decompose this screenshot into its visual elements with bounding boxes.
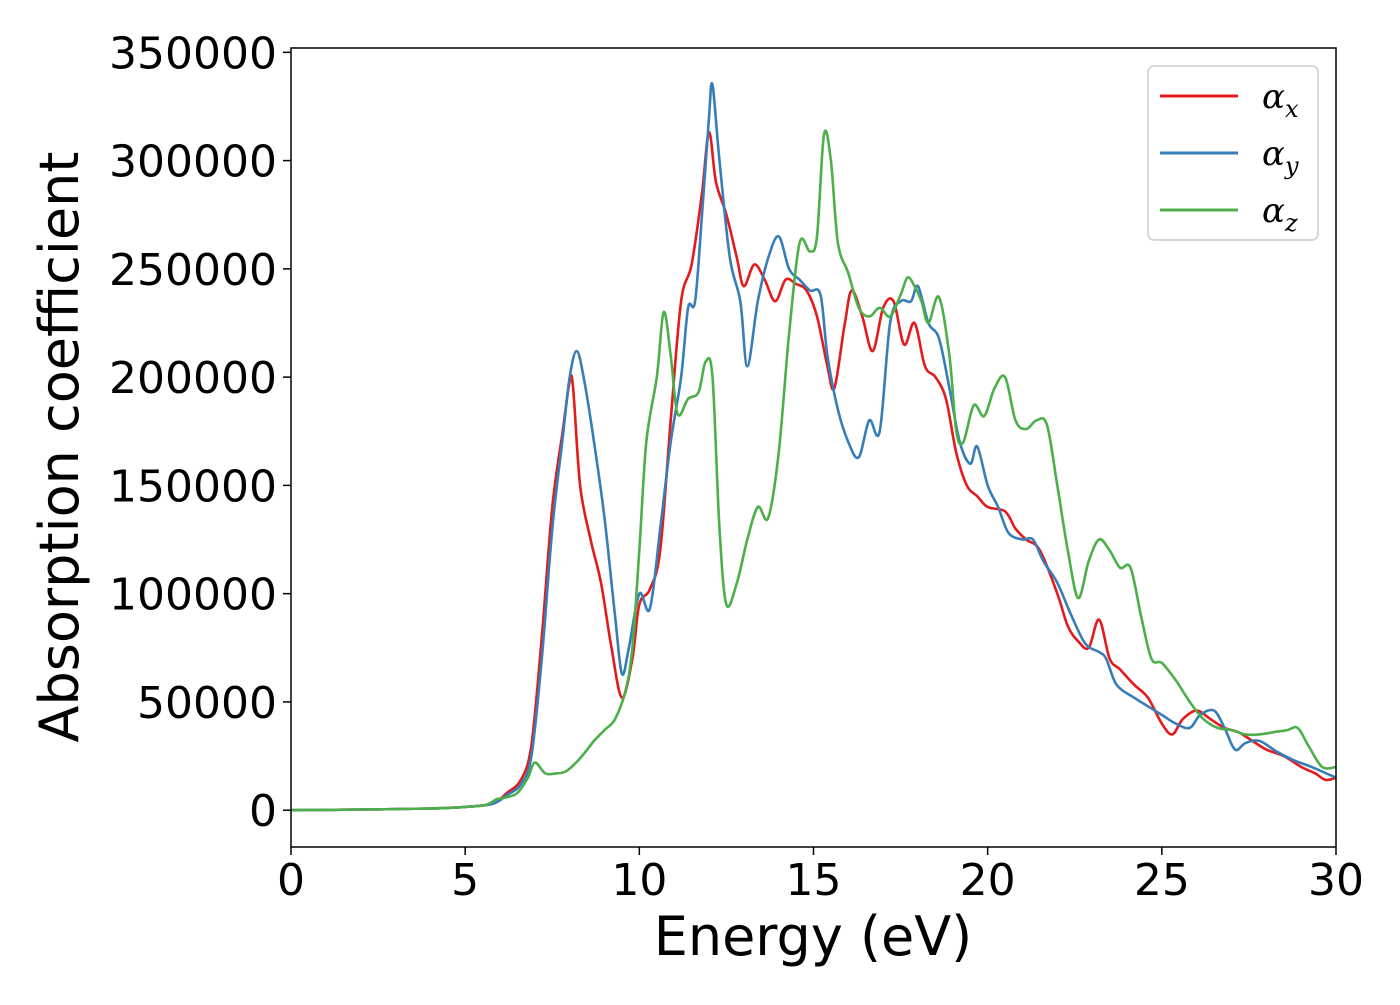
x-tick-label: 25 [1134, 855, 1190, 906]
x-tick-label: 5 [451, 855, 479, 906]
y-tick-label: 250000 [109, 245, 277, 296]
series-layer [291, 81, 1336, 812]
x-tick-label: 0 [277, 855, 305, 906]
legend-label-x: αx [1262, 77, 1299, 123]
x-axis: 0 5 10 15 20 25 30 [277, 847, 1364, 906]
legend-label-y: αy [1262, 134, 1299, 180]
y-tick-label: 50000 [137, 678, 277, 729]
y-tick-label: 200000 [109, 353, 277, 404]
series-line-z [291, 129, 1336, 812]
legend-label-z: αz [1262, 191, 1298, 237]
y-tick-label: 150000 [109, 461, 277, 512]
y-axis-title: Absorption coefficient [28, 152, 91, 743]
y-tick-label: 350000 [109, 28, 277, 79]
series-line-x [291, 131, 1336, 812]
y-tick-label: 0 [249, 786, 277, 837]
y-tick-label: 300000 [109, 137, 277, 188]
series-line-y [291, 81, 1336, 812]
y-axis: 0 50000 100000 150000 200000 250000 300000 3500… [109, 28, 291, 837]
x-tick-label: 30 [1308, 855, 1364, 906]
x-tick-label: 10 [611, 855, 667, 906]
x-tick-label: 20 [960, 855, 1016, 906]
legend: αx αy αz [1147, 65, 1319, 241]
y-tick-label: 100000 [109, 570, 277, 621]
x-tick-label: 15 [786, 855, 842, 906]
x-axis-title: Energy (eV) [654, 905, 973, 968]
